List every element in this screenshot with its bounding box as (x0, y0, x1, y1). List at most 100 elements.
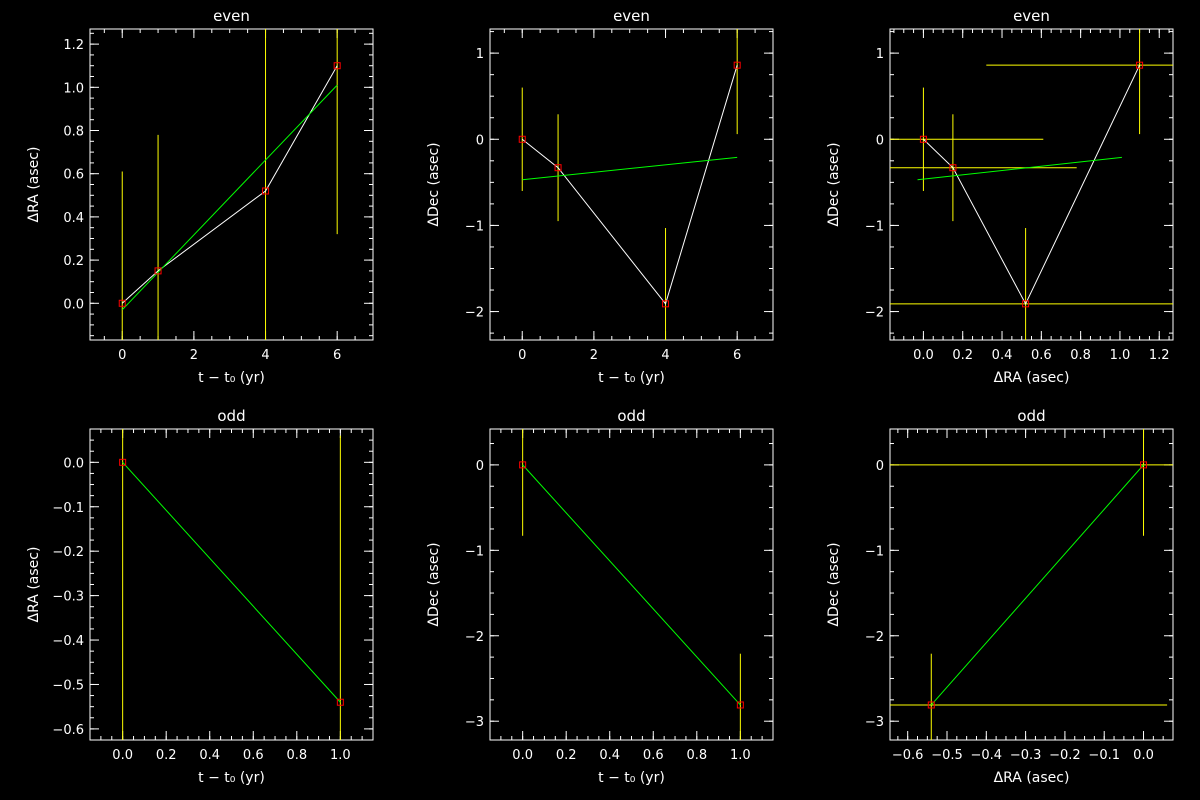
y-tick-label: −0.4 (52, 634, 84, 649)
data-point (1140, 461, 1148, 469)
x-axis-label: ΔRA (asec) (994, 770, 1070, 786)
data-connect-line (923, 64, 1141, 305)
data-point (733, 61, 741, 69)
y-tick-label: 0.6 (63, 168, 84, 183)
x-tick-label: 0.4 (199, 748, 220, 763)
x-tick-label: 0.0 (112, 748, 133, 763)
fit-line (122, 461, 341, 703)
x-tick-label: 1.0 (730, 748, 751, 763)
x-tick-label: −0.1 (1088, 748, 1120, 763)
x-axis-label: t − t₀ (yr) (198, 370, 265, 386)
y-tick-label: −0.1 (52, 501, 84, 516)
x-tick-label: 4 (661, 348, 669, 363)
data-point (336, 698, 344, 706)
y-tick-label: 0.0 (63, 456, 84, 471)
x-tick-label: 0.4 (599, 748, 620, 763)
x-tick-label: −0.6 (892, 748, 924, 763)
y-tick-label: 0.8 (63, 125, 84, 140)
data-point (919, 135, 927, 143)
x-tick-label: 6 (333, 348, 341, 363)
chart-panel-5: 0.0 0.2 0.4 0.6 0.8 1.0 0 −1 −2 −3 odd t − t₀ (yr) Δ… (426, 407, 774, 786)
x-tick-label: 1.0 (1110, 348, 1131, 363)
y-tick-label: −2 (465, 630, 484, 645)
y-tick-label: 0 (476, 133, 484, 148)
chart-title: even (213, 7, 250, 25)
y-axis-label: ΔRA (asec) (26, 547, 42, 623)
data-point (518, 135, 526, 143)
data-point (736, 701, 744, 709)
chart-title: odd (217, 407, 245, 425)
y-tick-label: −2 (865, 306, 884, 321)
plot-frame (89, 428, 374, 741)
x-tick-label: 1.2 (1149, 348, 1170, 363)
x-tick-label: 0.2 (556, 748, 577, 763)
plot-frame (889, 428, 1174, 741)
x-axis-label: t − t₀ (yr) (598, 370, 665, 386)
y-axis-label: ΔDec (asec) (426, 142, 442, 226)
y-tick-label: −1 (465, 544, 484, 559)
x-tick-label: 0.2 (952, 348, 973, 363)
fit-line (522, 464, 741, 706)
fit-line (930, 464, 1144, 706)
data-connect-line (121, 65, 338, 304)
chart-panel-6: −0.6 −0.5 −0.4 −0.3 −0.2 −0.1 0.0 0 −1 −2 −3 odd ΔRA… (826, 407, 1174, 786)
x-tick-label: 0.0 (913, 348, 934, 363)
y-tick-label: −1 (865, 544, 884, 559)
data-point (949, 164, 957, 172)
y-tick-label: −1 (465, 219, 484, 234)
data-point (262, 187, 270, 195)
x-tick-label: 0.8 (1070, 348, 1091, 363)
x-tick-label: 0.8 (686, 748, 707, 763)
x-tick-label: 2 (590, 348, 598, 363)
plot-frame (889, 28, 1174, 341)
data-point (927, 701, 935, 709)
y-tick-label: −2 (465, 306, 484, 321)
chart-panel-3: 0.0 0.2 0.4 0.6 0.8 1.0 1.2 −2 −1 0 1 even ΔRA (asec… (826, 7, 1174, 386)
y-tick-label: 1 (876, 47, 884, 62)
y-tick-label: 0.0 (63, 297, 84, 312)
chart-title: odd (617, 407, 645, 425)
y-axis-label: ΔDec (asec) (826, 142, 842, 226)
x-tick-label: −0.4 (971, 748, 1003, 763)
y-tick-label: −0.6 (52, 723, 84, 738)
y-tick-label: 1 (476, 47, 484, 62)
y-tick-label: 0 (476, 459, 484, 474)
x-tick-label: −0.3 (1010, 748, 1042, 763)
chart-title: even (613, 7, 650, 25)
x-tick-label: 2 (190, 348, 198, 363)
x-axis-label: t − t₀ (yr) (598, 770, 665, 786)
x-tick-label: 0 (518, 348, 526, 363)
data-connect-line (521, 65, 738, 305)
data-point (662, 300, 670, 308)
plot-frame (89, 28, 374, 341)
fit-line (121, 84, 338, 311)
y-tick-label: 0 (876, 133, 884, 148)
y-tick-label: −0.3 (52, 590, 84, 605)
data-point (119, 458, 127, 466)
y-tick-label: 0.2 (63, 254, 84, 269)
data-point (1022, 300, 1030, 308)
x-tick-label: 0.6 (643, 748, 664, 763)
x-tick-label: 0 (118, 348, 126, 363)
fit-line (917, 156, 1122, 181)
y-tick-label: −3 (865, 715, 884, 730)
plot-frame (489, 28, 774, 341)
data-point (154, 267, 162, 275)
data-point (1136, 61, 1144, 69)
y-tick-label: −0.2 (52, 545, 84, 560)
y-tick-label: 1.0 (63, 81, 84, 96)
data-point (554, 164, 562, 172)
chart-panel-2: 0 2 4 6 −2 −1 0 1 even t − t₀ (yr) ΔDec (asec) (426, 7, 774, 386)
data-point (333, 62, 341, 70)
y-axis-label: ΔRA (asec) (26, 147, 42, 223)
x-tick-label: −0.2 (1049, 748, 1081, 763)
y-tick-label: −0.5 (52, 678, 84, 693)
x-tick-label: 0.4 (992, 348, 1013, 363)
data-point (519, 461, 527, 469)
y-tick-label: −3 (465, 715, 484, 730)
y-tick-label: 1.2 (63, 38, 84, 53)
y-tick-label: 0.4 (63, 211, 84, 226)
y-tick-label: −2 (865, 630, 884, 645)
chart-panel-4: 0.0 0.2 0.4 0.6 0.8 1.0 0.0 −0.1 −0.2 −0.3 −0.4 −0.… (26, 407, 374, 786)
x-tick-label: 4 (261, 348, 269, 363)
